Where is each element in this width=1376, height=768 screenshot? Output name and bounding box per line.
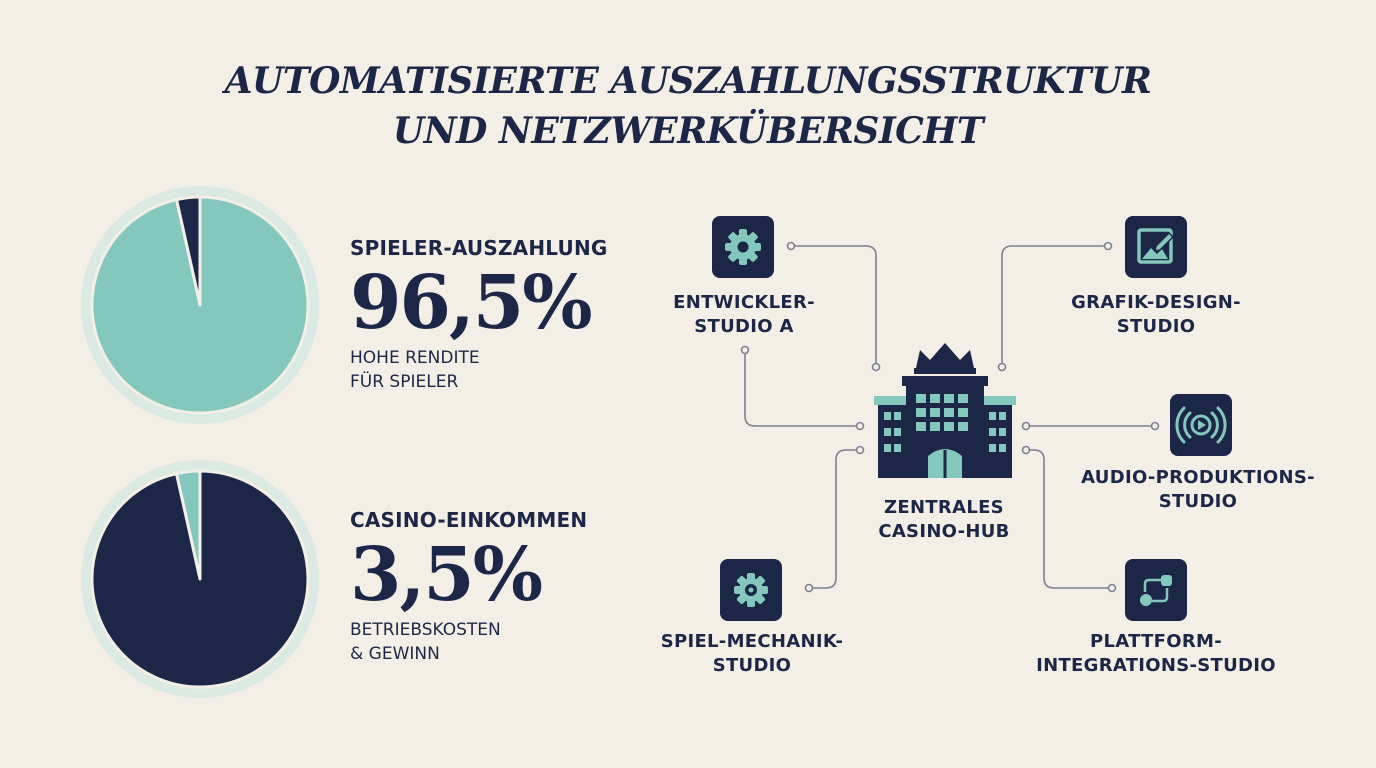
player-payout-description: HOHE RENDITE FÜR SPIELER — [350, 346, 608, 394]
node-label-line-1: SPIEL-MECHANIK- — [660, 631, 844, 652]
node-label-line-1: PLATTFORM- — [1089, 631, 1222, 652]
connector-dot — [871, 362, 881, 372]
hub-label-line-1: ZENTRALES — [884, 497, 1004, 518]
node-label-line-2: STUDIO — [1158, 491, 1238, 512]
connector-dot — [786, 241, 796, 251]
node-label-entwickler: ENTWICKLER- STUDIO A — [673, 291, 815, 339]
connector-dot — [855, 421, 865, 431]
node-label-line-2: STUDIO A — [694, 316, 794, 337]
pie-slice-spieler-auszahlung — [90, 195, 310, 415]
node-label-line-2: INTEGRATIONS-STUDIO — [1036, 655, 1276, 676]
node-label-audio: AUDIO-PRODUKTIONS- STUDIO — [1081, 466, 1315, 514]
page-title: AUTOMATISIERTE AUSZAHLUNGSSTRUKTUR UND N… — [0, 56, 1376, 156]
connector-dot — [1021, 445, 1031, 455]
player-payout-pie-chart — [81, 186, 319, 424]
audio-play-icon — [1170, 394, 1232, 456]
casino-income-pie-chart — [81, 460, 319, 698]
node-label-plattform: PLATTFORM- INTEGRATIONS-STUDIO — [1036, 630, 1276, 678]
hub-label: ZENTRALES CASINO-HUB — [878, 496, 1009, 544]
connector-dot — [1021, 421, 1031, 431]
connector-dot — [804, 583, 814, 593]
player-payout-value: 96,5% — [350, 260, 593, 346]
player-payout-stat: SPIELER-AUSZAHLUNG 96,5% HOHE RENDITE FÜ… — [350, 236, 608, 394]
connector-entwickler-label-hub — [744, 350, 860, 427]
casino-income-value: 3,5% — [350, 532, 543, 618]
casino-income-desc-line-1: BETRIEBSKOSTEN — [350, 620, 501, 640]
node-label-line-1: AUDIO-PRODUKTIONS- — [1081, 467, 1315, 488]
casino-building-crown-icon — [874, 343, 1016, 478]
player-payout-label: SPIELER-AUSZAHLUNG — [350, 236, 608, 260]
player-payout-desc-line-2: FÜR SPIELER — [350, 372, 459, 392]
node-label-line-2: STUDIO — [1116, 316, 1196, 337]
connector-spiel-hub — [809, 449, 860, 589]
connector-dot — [1107, 583, 1117, 593]
player-payout-desc-line-1: HOHE RENDITE — [350, 348, 480, 368]
node-label-grafik: GRAFIK-DESIGN- STUDIO — [1071, 291, 1241, 339]
node-label-line-2: STUDIO — [712, 655, 792, 676]
gear-icon — [712, 216, 774, 278]
connector-dot — [855, 445, 865, 455]
pie-glow — [81, 460, 319, 698]
casino-income-label: CASINO-EINKOMMEN — [350, 508, 588, 532]
connector-dot — [997, 362, 1007, 372]
page-title-line-1: AUTOMATISIERTE AUSZAHLUNGSSTRUKTUR — [224, 60, 1152, 102]
node-label-line-1: GRAFIK-DESIGN- — [1071, 292, 1241, 313]
connector-entwickler-hub — [791, 245, 877, 367]
page-title-line-2: UND NETZWERKÜBERSICHT — [392, 110, 984, 152]
node-label-spiel: SPIEL-MECHANIK- STUDIO — [661, 630, 844, 678]
casino-income-description: BETRIEBSKOSTEN & GEWINN — [350, 618, 587, 666]
node-label-line-1: ENTWICKLER- — [673, 292, 815, 313]
connector-dot — [1150, 421, 1160, 431]
gear-cog-icon — [720, 559, 782, 621]
casino-income-pie-svg — [81, 460, 319, 698]
connector-dot — [740, 345, 750, 355]
integration-nodes-icon — [1125, 559, 1187, 621]
connector-dot — [1103, 241, 1113, 251]
casino-income-desc-line-2: & GEWINN — [350, 644, 440, 664]
hub-label-line-2: CASINO-HUB — [878, 521, 1010, 542]
casino-income-stat: CASINO-EINKOMMEN 3,5% BETRIEBSKOSTEN & G… — [350, 508, 587, 666]
pie-glow — [81, 186, 319, 424]
connector-grafik-hub — [1001, 245, 1108, 367]
player-payout-pie-svg — [81, 186, 319, 424]
pie-slice-spieler-auszahlung — [90, 469, 310, 689]
image-edit-icon — [1125, 216, 1187, 278]
connector-plattform-hub — [1026, 449, 1112, 589]
